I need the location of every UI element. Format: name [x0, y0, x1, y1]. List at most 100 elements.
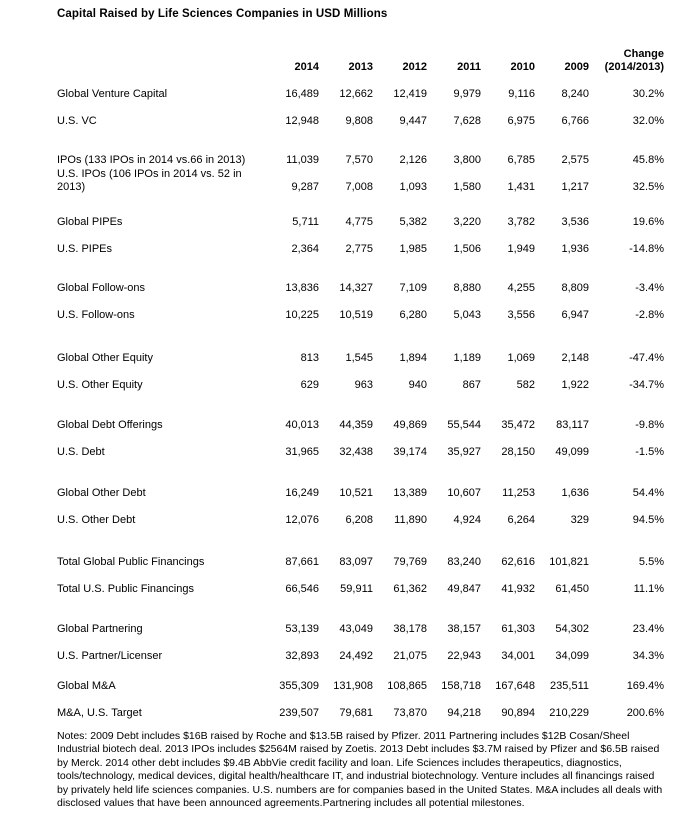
- cell-value: 16,249: [285, 487, 319, 499]
- cell-value: 1,217: [561, 181, 589, 193]
- row-label: Total U.S. Public Financings: [57, 583, 194, 595]
- page-title: Capital Raised by Life Sciences Companie…: [57, 8, 388, 20]
- cell-value: 1,431: [507, 181, 535, 193]
- cell-value: 963: [354, 379, 373, 391]
- column-header-2011: 2011: [457, 61, 481, 73]
- table-row: Total U.S. Public Financings 66,546 59,911…: [57, 569, 664, 596]
- cell-change: -2.8%: [635, 309, 664, 321]
- cell-value: 5,711: [292, 216, 319, 228]
- cell-change: 11.1%: [633, 583, 664, 595]
- cell-value: 38,178: [393, 623, 427, 635]
- cell-value: 41,932: [501, 583, 535, 595]
- cell-change: -47.4%: [629, 352, 664, 364]
- row-label: U.S. IPOs (106 IPOs in 2014 vs. 52 in 20…: [57, 168, 242, 193]
- cell-change: -14.8%: [629, 243, 664, 255]
- cell-value: 7,628: [453, 115, 481, 127]
- row-label: U.S. Partner/Licenser: [57, 650, 163, 662]
- cell-value: 210,229: [549, 707, 589, 719]
- change-header-line1: Change: [623, 48, 664, 60]
- cell-value: 44,359: [339, 419, 373, 431]
- cell-value: 629: [300, 379, 319, 391]
- table-row: Global Venture Capital 16,489 12,662 12,419…: [57, 74, 664, 101]
- table-row: U.S. Other Debt 12,076 6,208 11,890 4,924 6,2…: [57, 500, 664, 527]
- capital-raised-table: 2014 2013 2012 2011 2010 2009 Change (2014/2013…: [57, 28, 664, 720]
- cell-value: 6,280: [399, 309, 427, 321]
- cell-value: 1,949: [507, 243, 535, 255]
- cell-change: 23.4%: [632, 623, 664, 635]
- cell-value: 940: [408, 379, 427, 391]
- table-body: Global Venture Capital 16,489 12,662 12,419…: [57, 74, 664, 720]
- row-label: Global PIPEs: [57, 216, 123, 228]
- cell-value: 55,544: [447, 419, 481, 431]
- cell-value: 2,775: [345, 243, 373, 255]
- row-label: Global Follow-ons: [57, 282, 146, 294]
- table-row: U.S. PIPEs 2,364 2,775 1,985 1,506 1,949 1,936…: [57, 229, 664, 256]
- cell-value: 61,303: [501, 623, 535, 635]
- row-label: Global Partnering: [57, 623, 143, 635]
- group-spacer: [57, 256, 664, 268]
- cell-value: 867: [462, 379, 481, 391]
- cell-value: 43,049: [339, 623, 373, 635]
- cell-value: 9,808: [345, 115, 373, 127]
- cell-value: 21,075: [393, 650, 427, 662]
- row-label: Total Global Public Financings: [57, 556, 205, 568]
- cell-value: 66,546: [285, 583, 319, 595]
- cell-value: 35,927: [447, 446, 481, 458]
- cell-value: 39,174: [393, 446, 427, 458]
- report-page: Capital Raised by Life Sciences Companie…: [57, 8, 664, 810]
- table-row: IPOs (133 IPOs in 2014 vs.66 in 2013) 11,…: [57, 140, 664, 167]
- cell-value: 158,718: [441, 680, 481, 692]
- cell-value: 235,511: [550, 680, 589, 692]
- row-label: Global Venture Capital: [57, 88, 168, 100]
- cell-value: 5,043: [453, 309, 481, 321]
- table-head: 2014 2013 2012 2011 2010 2009 Change (2014/2013…: [57, 28, 664, 74]
- table-row: Total Global Public Financings 87,661 83,0…: [57, 542, 664, 569]
- group-spacer: [57, 392, 664, 405]
- cell-value: 6,264: [507, 514, 535, 526]
- header-row: 2014 2013 2012 2011 2010 2009 Change (2014/2013…: [57, 28, 664, 74]
- row-label: U.S. Follow-ons: [57, 309, 135, 321]
- table-row: Global Partnering 53,139 43,049 38,178 38,15…: [57, 609, 664, 636]
- cell-value: 49,869: [393, 419, 427, 431]
- cell-value: 10,519: [339, 309, 373, 321]
- table-row: Global Debt Offerings 40,013 44,359 49,869 5…: [57, 405, 664, 432]
- cell-value: 59,911: [340, 583, 373, 595]
- cell-value: 2,575: [561, 154, 589, 166]
- cell-value: 3,800: [453, 154, 481, 166]
- cell-value: 329: [570, 514, 589, 526]
- cell-change: 5.5%: [638, 556, 664, 568]
- table-row: U.S. Follow-ons 10,225 10,519 6,280 5,043 3,5…: [57, 295, 664, 322]
- cell-value: 90,894: [501, 707, 535, 719]
- change-header-line2: (2014/2013): [604, 61, 664, 73]
- cell-value: 62,616: [501, 556, 535, 568]
- cell-change: 54.4%: [632, 487, 664, 499]
- cell-value: 8,880: [453, 282, 481, 294]
- cell-value: 6,766: [561, 115, 589, 127]
- cell-value: 4,924: [453, 514, 481, 526]
- cell-value: 32,893: [285, 650, 319, 662]
- cell-value: 79,681: [339, 707, 373, 719]
- cell-value: 2,126: [399, 154, 427, 166]
- cell-value: 8,809: [561, 282, 589, 294]
- cell-value: 11,890: [394, 514, 427, 526]
- row-label: Global Debt Offerings: [57, 419, 163, 431]
- cell-change: -1.5%: [635, 446, 664, 458]
- cell-value: 1,069: [507, 352, 535, 364]
- cell-value: 61,362: [393, 583, 427, 595]
- cell-value: 7,109: [399, 282, 427, 294]
- cell-change: 34.3%: [632, 650, 664, 662]
- cell-value: 28,150: [501, 446, 535, 458]
- cell-value: 167,648: [495, 680, 535, 692]
- row-label: U.S. Other Debt: [57, 514, 136, 526]
- cell-value: 1,189: [453, 352, 481, 364]
- cell-value: 6,947: [561, 309, 589, 321]
- cell-value: 94,218: [447, 707, 481, 719]
- cell-value: 9,287: [291, 181, 319, 193]
- notes-text: Notes: 2009 Debt includes $16B raised by…: [57, 730, 663, 810]
- cell-value: 24,492: [339, 650, 373, 662]
- row-label: U.S. VC: [57, 115, 97, 127]
- cell-value: 2,148: [561, 352, 589, 364]
- cell-value: 131,908: [333, 680, 373, 692]
- cell-value: 10,521: [339, 487, 373, 499]
- cell-value: 13,389: [393, 487, 427, 499]
